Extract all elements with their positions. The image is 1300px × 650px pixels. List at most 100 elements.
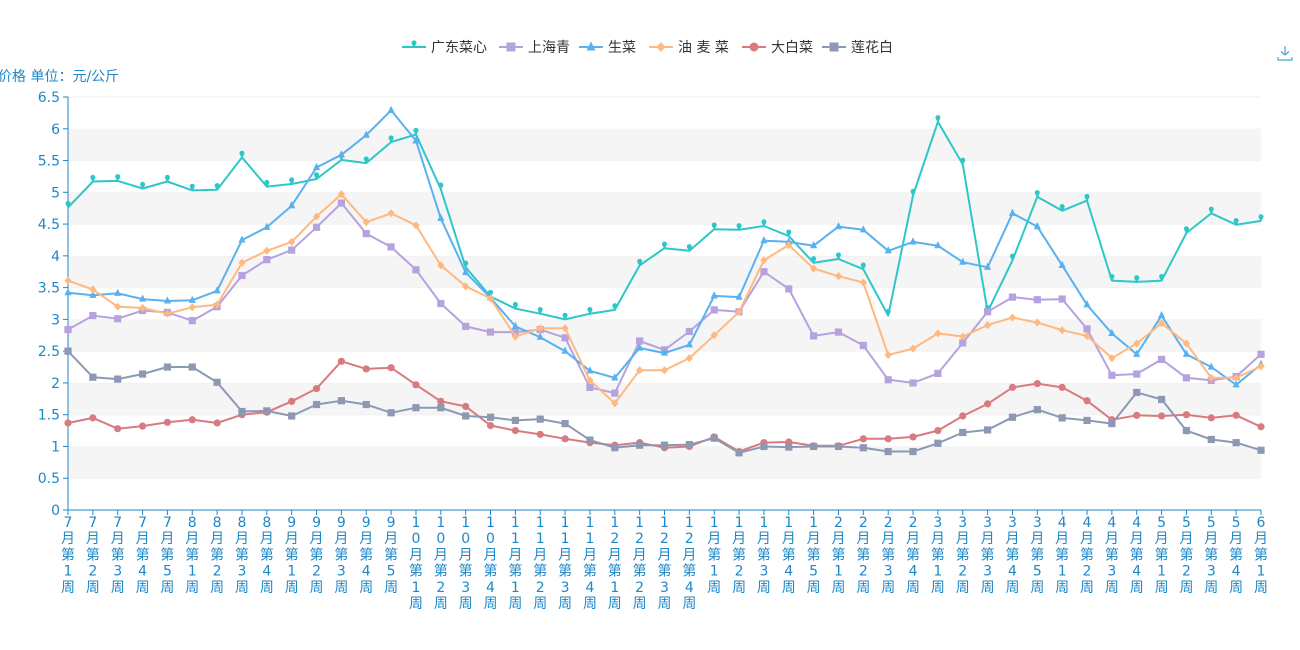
x-tick-label: 4 月第 2 周 <box>1080 515 1094 596</box>
data-point <box>536 415 544 423</box>
legend-item-2[interactable]: 生菜 <box>579 40 636 56</box>
data-point <box>288 246 296 254</box>
data-point <box>561 419 569 428</box>
legend-label: 广东菜心 <box>431 40 487 56</box>
data-point <box>114 375 122 383</box>
legend-item-3[interactable]: 油 麦 菜 <box>649 40 729 56</box>
download-icon[interactable] <box>1276 44 1294 62</box>
y-tick-label: 4.5 <box>38 217 60 233</box>
data-point <box>537 306 543 315</box>
series-0 <box>65 115 1264 321</box>
data-point <box>834 442 843 451</box>
data-point <box>1008 208 1017 216</box>
y-tick-label: 6.5 <box>38 90 60 106</box>
data-point <box>437 261 445 270</box>
data-point <box>362 400 370 409</box>
x-tick-label: 1 2 月第 1 周 <box>608 515 622 612</box>
x-tick-label: 2 月第 2 周 <box>856 515 870 596</box>
x-tick-label: 4 月第 1 周 <box>1055 515 1069 596</box>
x-tick-label: 2 月第 3 周 <box>881 515 895 596</box>
data-point <box>834 328 843 336</box>
data-point <box>1083 397 1091 405</box>
data-point <box>1207 362 1215 370</box>
data-point <box>288 397 296 405</box>
data-point <box>984 426 992 434</box>
data-point <box>1108 371 1116 379</box>
data-point <box>1109 273 1115 282</box>
data-point <box>163 296 172 304</box>
data-point <box>412 404 420 412</box>
data-point <box>760 268 768 276</box>
data-point <box>138 422 147 430</box>
data-point <box>188 363 196 371</box>
data-point <box>1183 226 1189 234</box>
data-point <box>1157 395 1166 404</box>
data-point <box>934 426 942 435</box>
x-tick-label: 5 月第 2 周 <box>1179 515 1193 596</box>
data-point <box>761 219 767 227</box>
data-point <box>412 266 420 274</box>
data-point <box>884 447 892 456</box>
data-point <box>362 230 370 238</box>
data-point <box>859 225 867 233</box>
y-tick-label: 0 <box>51 503 60 519</box>
data-point <box>1108 328 1116 336</box>
legend-label: 生菜 <box>608 40 636 56</box>
data-point <box>1257 446 1265 454</box>
x-tick-label: 9 月第 2 周 <box>310 515 324 596</box>
data-point <box>511 321 519 329</box>
data-point <box>362 365 370 373</box>
legend[interactable]: 广东菜心 上海青 生菜 油 麦 菜 大白菜 莲花白 <box>402 40 893 56</box>
data-point <box>1207 435 1215 444</box>
data-point <box>214 183 220 191</box>
data-point <box>362 218 370 227</box>
x-tick-label: 1 0 月第 3 周 <box>459 515 473 612</box>
data-point <box>213 419 221 427</box>
data-point <box>263 246 271 255</box>
legend-label: 大白菜 <box>771 40 813 56</box>
x-tick-label: 1 月第 4 周 <box>782 515 796 596</box>
data-point <box>1008 413 1017 421</box>
data-point <box>89 373 97 381</box>
data-point <box>314 172 320 180</box>
data-point <box>1133 339 1141 348</box>
legend-marker <box>586 41 596 51</box>
grid-band <box>68 446 1261 479</box>
data-point <box>637 258 643 267</box>
legend-item-0[interactable]: 广东菜心 <box>402 40 487 56</box>
legend-item-5[interactable]: 莲花白 <box>822 40 893 56</box>
legend-label: 上海青 <box>528 40 570 56</box>
data-point <box>811 256 817 264</box>
x-tick-label: 5 月第 1 周 <box>1155 515 1169 596</box>
data-point <box>188 303 196 312</box>
data-point <box>536 324 544 333</box>
data-point <box>810 442 818 451</box>
x-tick-label: 1 2 月第 3 周 <box>658 515 672 612</box>
data-point <box>64 419 72 427</box>
data-point <box>859 341 867 350</box>
data-point <box>1058 383 1066 391</box>
data-point <box>785 443 793 451</box>
legend-item-1[interactable]: 上海青 <box>499 40 570 56</box>
data-point <box>934 329 942 338</box>
data-point <box>1159 273 1165 282</box>
data-point <box>1033 379 1041 388</box>
data-point <box>412 381 420 389</box>
data-point <box>337 190 345 199</box>
data-point <box>1133 411 1141 419</box>
data-point <box>238 258 246 267</box>
x-tick-label: 8 月第 4 周 <box>260 515 274 596</box>
data-point <box>387 364 395 372</box>
data-point <box>735 292 743 300</box>
legend-marker <box>411 40 417 48</box>
data-point <box>1058 260 1066 268</box>
legend-marker <box>829 42 839 52</box>
data-point <box>1182 426 1191 435</box>
data-point <box>662 241 667 250</box>
legend-item-4[interactable]: 大白菜 <box>742 40 813 56</box>
y-tick-label: 6 <box>51 122 60 138</box>
x-tick-label: 1 0 月第 2 周 <box>434 515 448 612</box>
data-point <box>312 400 321 409</box>
y-tick-label: 5 <box>51 185 60 201</box>
